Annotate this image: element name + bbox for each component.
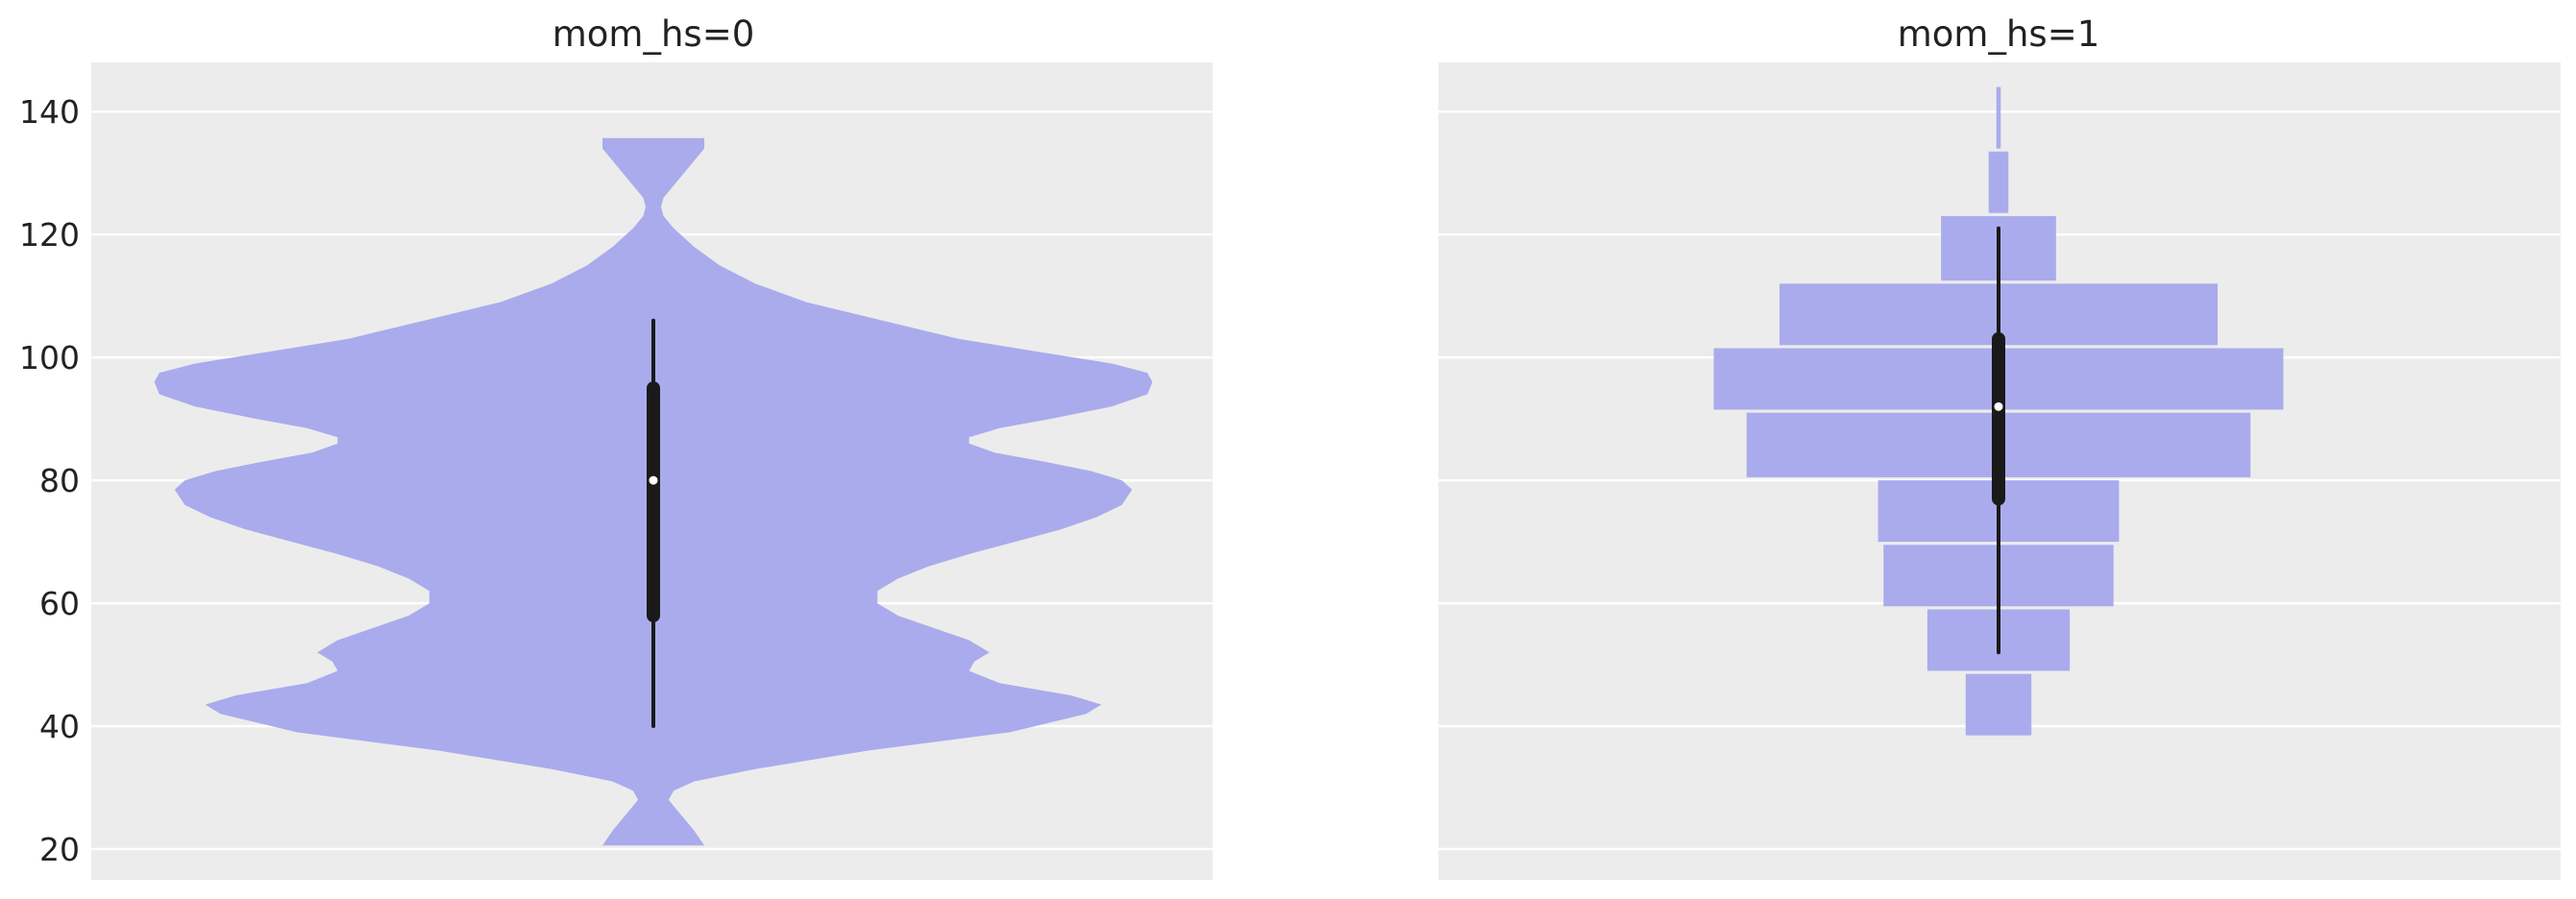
y-tick-label: 120 — [19, 216, 80, 254]
histogram-bar — [1996, 86, 2001, 149]
median-marker — [1994, 401, 2003, 411]
panel-title: mom_hs=0 — [552, 13, 755, 55]
y-tick-label: 100 — [19, 339, 80, 377]
y-tick-label: 60 — [39, 585, 80, 622]
y-tick-label: 80 — [39, 462, 80, 499]
panel-title: mom_hs=1 — [1898, 13, 2100, 55]
histogram-bar — [1965, 673, 2032, 736]
panel-mom-hs-0: mom_hs=0 20 40 60 80 100 120 140 — [19, 13, 1213, 880]
y-tick-label: 20 — [39, 831, 80, 868]
histogram-bar — [1988, 151, 2009, 213]
y-tick-label: 40 — [39, 708, 80, 745]
panel-mom-hs-1: mom_hs=1 — [1438, 13, 2561, 880]
median-marker — [649, 475, 658, 485]
y-tick-label: 140 — [19, 93, 80, 131]
